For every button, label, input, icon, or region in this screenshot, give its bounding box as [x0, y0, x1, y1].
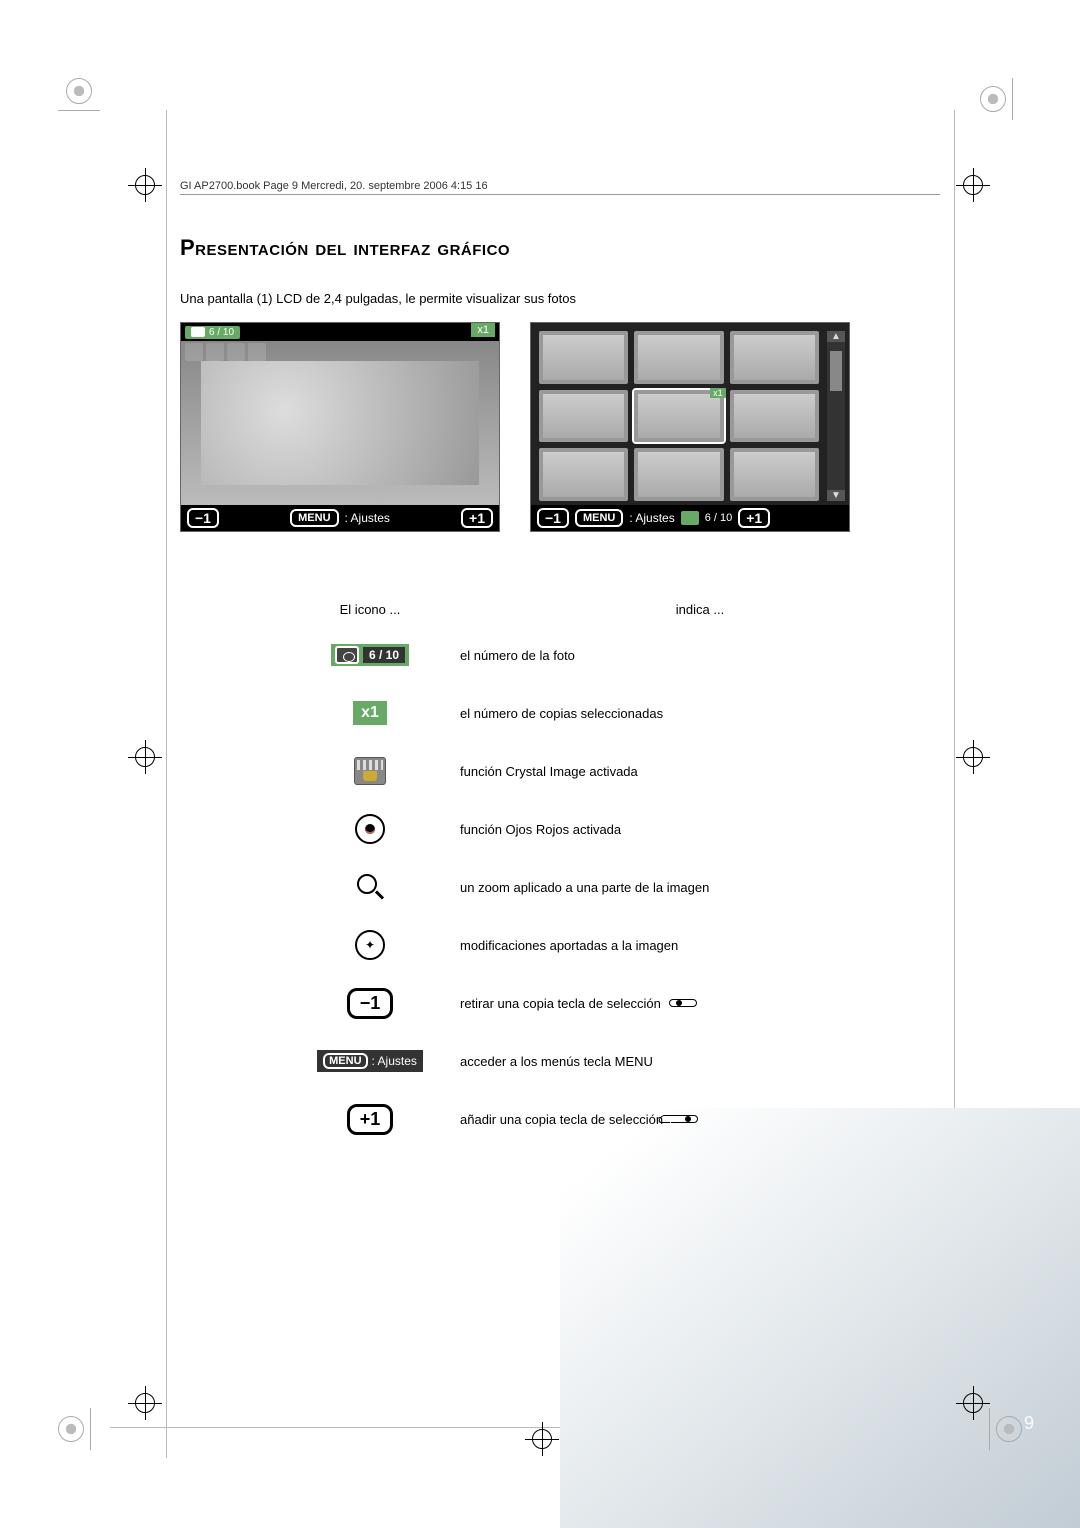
legend-text: función Ojos Rojos activada [460, 822, 940, 837]
crosshair-mark [956, 168, 990, 202]
thumbnail [539, 448, 628, 501]
menu-label: MENU [323, 1053, 367, 1069]
menu-button-label: MENU [575, 509, 623, 527]
modify-icon [355, 930, 385, 960]
menu-ajustes-icon: MENU : Ajustes [317, 1050, 423, 1072]
crystal-image-icon [354, 757, 386, 785]
crosshair-mark [128, 1386, 162, 1420]
legend-row: +1 añadir una copia tecla de selección [280, 1101, 940, 1137]
photo-counter: 6 / 10 [185, 326, 240, 339]
legend-text: el número de la foto [460, 648, 940, 663]
section-title: Presentación del interfaz gráfico [180, 235, 940, 261]
legend-row: función Crystal Image activada [280, 753, 940, 789]
crosshair-mark [956, 1386, 990, 1420]
status-icon-row [185, 343, 266, 361]
ajustes-label: : Ajustes [345, 511, 390, 525]
select-right-button-icon [671, 1115, 698, 1123]
scrollbar [827, 331, 845, 501]
camera-icon [681, 511, 699, 525]
menu-button-label: MENU [290, 509, 338, 527]
zoom-icon [357, 874, 383, 900]
legend-row: un zoom aplicado a una parte de la image… [280, 869, 940, 905]
legend-text: función Crystal Image activada [460, 764, 940, 779]
minus-one-icon: −1 [347, 988, 394, 1019]
select-left-button-icon [669, 999, 697, 1007]
copies-badge: x1 [710, 388, 726, 398]
section-subtitle: Una pantalla (1) LCD de 2,4 pulgadas, le… [180, 291, 940, 306]
counter-text: 6 / 10 [209, 327, 234, 338]
screenshot-row: 6 / 10 x1 −1 MENU : Ajustes +1 [180, 322, 940, 532]
legend-text: retirar una copia tecla de selección [460, 996, 661, 1011]
crystal-icon [185, 343, 203, 361]
thumbnail [539, 390, 628, 443]
legend-text: el número de copias seleccionadas [460, 706, 940, 721]
thumbnail [634, 331, 723, 384]
thumbnail [730, 390, 819, 443]
trim-line [166, 110, 167, 1458]
legend-text: añadir una copia tecla de selección [460, 1112, 663, 1127]
legend-row: −1 retirar una copia tecla de selección [280, 985, 940, 1021]
photo-placeholder [181, 341, 499, 505]
thumbnail-selected: x1 [634, 390, 723, 443]
lcd-topbar: 6 / 10 x1 [181, 323, 499, 341]
crosshair-mark [128, 168, 162, 202]
thumbnail [730, 331, 819, 384]
legend-row: modificaciones aportadas a la imagen [280, 927, 940, 963]
camera-icon [335, 646, 359, 664]
lcd-screenshot-grid: x1 −1 MENU : Ajustes 6 / 10 +1 [530, 322, 850, 532]
registration-mark [58, 78, 100, 120]
legend-text: un zoom aplicado a una parte de la image… [460, 880, 940, 895]
legend-row: MENU : Ajustes acceder a los menús tecla … [280, 1043, 940, 1079]
scrollbar-thumb [830, 351, 842, 391]
zoom-icon [227, 343, 245, 361]
page-corner-shade [560, 1108, 1080, 1528]
plus-one-button: +1 [461, 508, 493, 528]
lcd-screenshot-single: 6 / 10 x1 −1 MENU : Ajustes +1 [180, 322, 500, 532]
lcd-bottombar: −1 MENU : Ajustes 6 / 10 +1 [531, 505, 849, 531]
plus-one-icon: +1 [347, 1104, 394, 1135]
legend-header-icon: El icono ... [280, 602, 460, 617]
minus-one-button: −1 [537, 508, 569, 528]
registration-mark [980, 78, 1022, 120]
thumbnail [539, 331, 628, 384]
page-number: 9 [1024, 1413, 1034, 1434]
legend-header-meaning: indica ... [460, 602, 940, 617]
copies-badge: x1 [471, 323, 495, 337]
redeye-icon [206, 343, 224, 361]
crosshair-mark [956, 740, 990, 774]
icon-legend-table: El icono ... indica ... 6 / 10 el número… [280, 602, 940, 1137]
registration-mark [58, 1408, 100, 1450]
legend-row: función Ojos Rojos activada [280, 811, 940, 847]
plus-one-button: +1 [738, 508, 770, 528]
document-page: 9 GI AP2700.book Page 9 Mercredi, 20. se… [0, 0, 1080, 1528]
thumbnail [730, 448, 819, 501]
modify-icon [248, 343, 266, 361]
legend-text: acceder a los menús tecla MENU [460, 1054, 940, 1069]
legend-row: 6 / 10 el número de la foto [280, 637, 940, 673]
redeye-icon [355, 814, 385, 844]
crosshair-mark [525, 1422, 559, 1456]
ajustes-label: : Ajustes [372, 1054, 417, 1068]
lcd-bottombar: −1 MENU : Ajustes +1 [181, 505, 499, 531]
counter-text: 6 / 10 [705, 512, 733, 524]
camera-icon [191, 327, 205, 337]
copies-badge-icon: x1 [353, 701, 387, 725]
legend-header: El icono ... indica ... [280, 602, 940, 617]
running-header: GI AP2700.book Page 9 Mercredi, 20. sept… [180, 180, 940, 195]
ajustes-label: : Ajustes [629, 511, 674, 525]
photo-counter-icon: 6 / 10 [331, 644, 409, 666]
legend-text: modificaciones aportadas a la imagen [460, 938, 940, 953]
thumbnail-grid: x1 [539, 331, 819, 501]
counter-text: 6 / 10 [363, 647, 405, 663]
content-area: GI AP2700.book Page 9 Mercredi, 20. sept… [180, 180, 940, 1159]
thumbnail [634, 448, 723, 501]
legend-row: x1 el número de copias seleccionadas [280, 695, 940, 731]
minus-one-button: −1 [187, 508, 219, 528]
crosshair-mark [128, 740, 162, 774]
